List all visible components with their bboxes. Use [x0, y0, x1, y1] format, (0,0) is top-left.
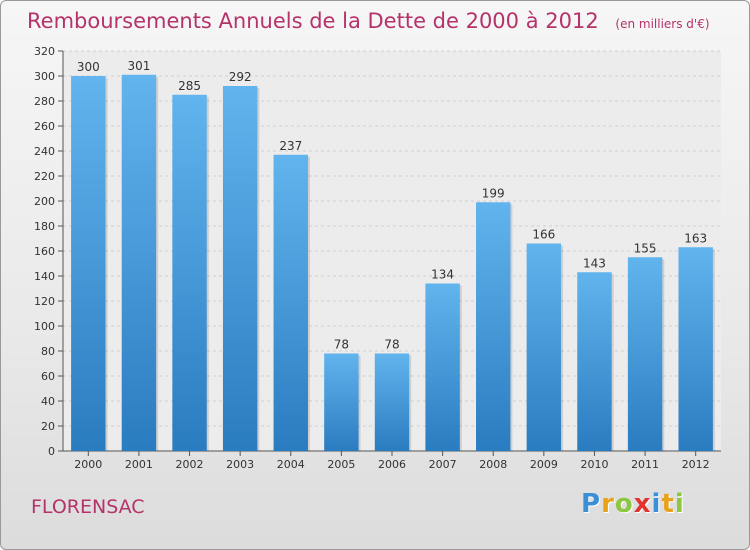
- logo-letter: i: [674, 489, 685, 519]
- x-tick-label: 2005: [327, 458, 355, 471]
- y-tick-label: 200: [34, 195, 55, 208]
- bar-value-label: 78: [384, 338, 399, 352]
- bar-value-label: 166: [532, 228, 555, 242]
- x-tick-label: 2001: [125, 458, 153, 471]
- y-tick-label: 100: [34, 320, 55, 333]
- y-tick-label: 0: [48, 445, 55, 458]
- bar-value-label: 237: [279, 139, 302, 153]
- y-tick-label: 240: [34, 145, 55, 158]
- proxiti-logo: Proxiti: [581, 489, 685, 519]
- x-tick-label: 2007: [429, 458, 457, 471]
- y-tick-label: 280: [34, 95, 55, 108]
- y-tick-label: 140: [34, 270, 55, 283]
- bar-value-label: 134: [431, 268, 454, 282]
- bar-value-label: 300: [77, 60, 100, 74]
- x-tick-label: 2008: [479, 458, 507, 471]
- bar-value-label: 78: [334, 338, 349, 352]
- place-name: FLORENSAC: [31, 496, 145, 518]
- bar-value-label: 143: [583, 256, 606, 270]
- x-tick-label: 2003: [226, 458, 254, 471]
- bar: [273, 154, 308, 451]
- bar: [425, 283, 460, 451]
- x-tick-label: 2006: [378, 458, 406, 471]
- chart-title: Remboursements Annuels de la Dette de 20…: [27, 9, 710, 33]
- bar: [526, 243, 562, 451]
- bar-value-label: 301: [127, 59, 150, 73]
- logo-letter: r: [601, 489, 615, 519]
- labels: 0 20 40 60 80 100 120 140 160 180 200 220 240 260 280 3…: [34, 45, 710, 471]
- bar-value-label: 155: [634, 241, 657, 255]
- x-tick-label: 2000: [74, 458, 102, 471]
- bar: [374, 353, 410, 451]
- bars: [71, 74, 715, 451]
- y-tick-label: 260: [34, 120, 55, 133]
- y-tick-label: 80: [41, 345, 55, 358]
- logo-letter: o: [614, 489, 634, 519]
- x-tick-label: 2009: [530, 458, 558, 471]
- bar: [678, 247, 713, 451]
- bar: [71, 76, 106, 451]
- bar-value-label: 285: [178, 79, 201, 93]
- y-tick-label: 120: [34, 295, 55, 308]
- chart-title-text: Remboursements Annuels de la Dette de 20…: [27, 9, 599, 33]
- x-tick-label: 2010: [580, 458, 608, 471]
- logo-letter: i: [651, 489, 662, 519]
- y-tick-label: 300: [34, 70, 55, 83]
- bar: [577, 272, 612, 451]
- bar: [627, 257, 663, 451]
- bar-value-label: 292: [229, 70, 252, 84]
- y-tick-label: 180: [34, 220, 55, 233]
- bar: [222, 86, 258, 451]
- bar-value-label: 199: [482, 186, 505, 200]
- chart-subtitle: (en milliers d'€): [615, 17, 710, 31]
- y-tick-label: 60: [41, 370, 55, 383]
- y-tick-label: 40: [41, 395, 55, 408]
- logo-letter: x: [633, 489, 652, 519]
- y-tick-label: 220: [34, 170, 55, 183]
- logo-letter: P: [581, 489, 602, 519]
- x-tick-label: 2012: [682, 458, 710, 471]
- y-tick-label: 20: [41, 420, 55, 433]
- x-tick-label: 2004: [277, 458, 305, 471]
- bar-chart: 0 20 40 60 80 100 120 140 160 180 200 220 240 260 280 3…: [34, 45, 721, 471]
- bar: [172, 94, 207, 451]
- logo-letter: t: [661, 489, 675, 519]
- x-tick-label: 2011: [631, 458, 659, 471]
- bar: [324, 353, 359, 451]
- x-tick-label: 2002: [176, 458, 204, 471]
- bar: [121, 74, 157, 451]
- y-tick-label: 320: [34, 45, 55, 58]
- bar-value-label: 163: [684, 231, 707, 245]
- bar: [476, 202, 511, 451]
- y-tick-label: 160: [34, 245, 55, 258]
